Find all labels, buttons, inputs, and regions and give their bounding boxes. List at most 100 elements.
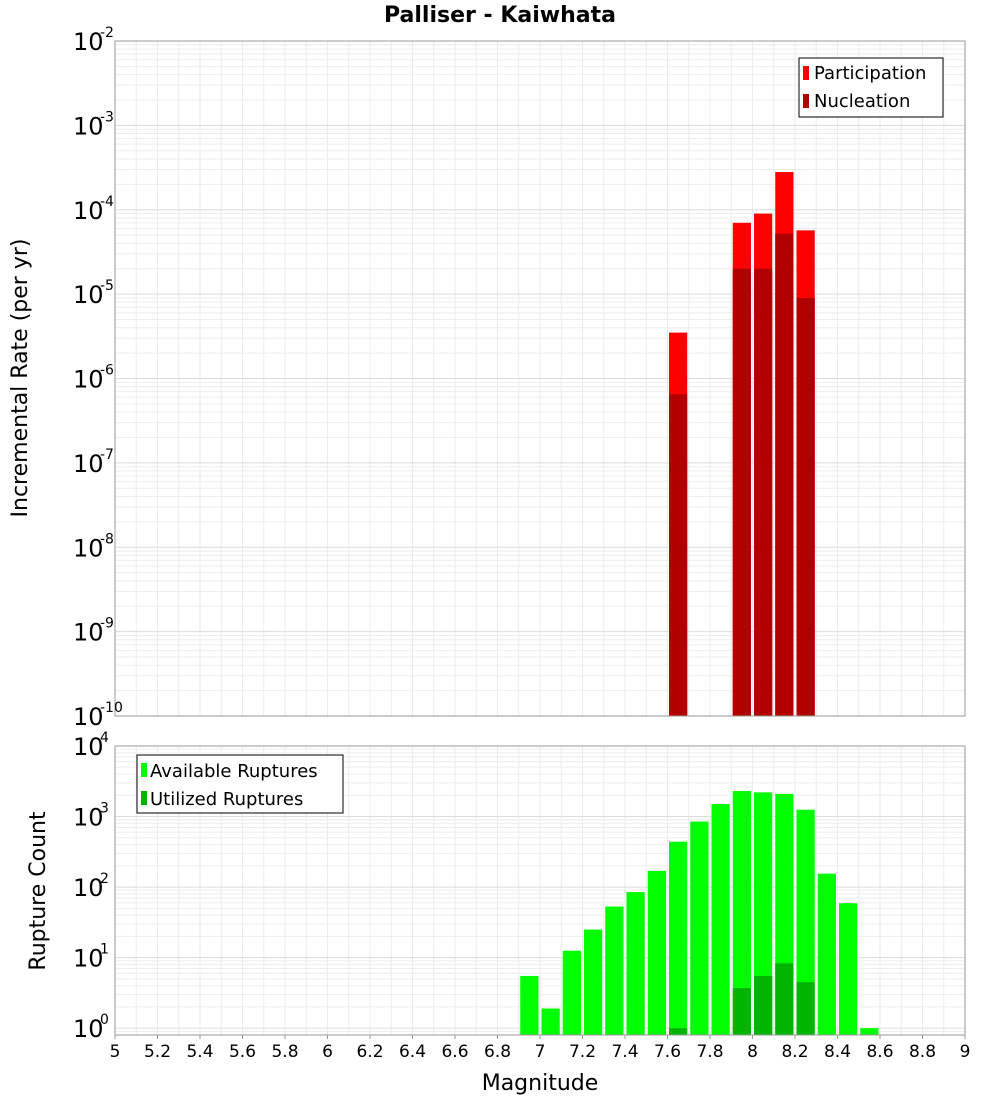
top-y-tick-label: 10	[73, 112, 104, 140]
top-panel: Palliser - Kaiwhata 10-1010-910-810-710-…	[8, 3, 966, 731]
x-tick-label: 7	[535, 1042, 546, 1062]
top-y-tick-label: 10	[73, 450, 104, 478]
bottom-bar-available-ruptures	[796, 809, 815, 1035]
utilized-legend-swatch	[141, 791, 147, 805]
x-tick-label: 5	[110, 1042, 121, 1062]
top-y-tick-label: 10	[73, 28, 104, 56]
x-tick-label: 5.4	[186, 1042, 213, 1062]
bottom-bar-utilized-ruptures	[732, 988, 751, 1035]
x-tick-label: 8.4	[824, 1042, 851, 1062]
top-y-tick-exponent: -10	[100, 700, 123, 716]
x-tick-label: 6	[322, 1042, 333, 1062]
top-bar-nucleation	[754, 268, 773, 716]
nucleation-legend-label: Nucleation	[814, 91, 910, 112]
x-tick-label: 5.8	[271, 1042, 298, 1062]
top-y-tick-exponent: -8	[100, 531, 114, 547]
x-tick-label: 6.4	[399, 1042, 426, 1062]
bottom-bar-available-ruptures	[669, 841, 688, 1035]
bottom-y-tick-label: 10	[73, 874, 104, 902]
participation-legend-swatch	[803, 66, 809, 80]
top-bars	[669, 172, 815, 717]
top-y-axis-label: Incremental Rate (per yr)	[8, 239, 33, 518]
top-legend-box	[798, 57, 944, 118]
top-y-tick-exponent: -2	[100, 25, 114, 41]
x-tick-label: 8.8	[909, 1042, 936, 1062]
top-bar-nucleation	[775, 233, 794, 716]
bottom-bar-available-ruptures	[711, 804, 730, 1035]
bottom-y-tick-exponent: 2	[100, 871, 109, 887]
x-tick-label: 6.6	[441, 1042, 468, 1062]
bottom-bar-available-ruptures	[605, 906, 624, 1035]
top-y-tick-exponent: -7	[100, 447, 114, 463]
bottom-bar-available-ruptures	[732, 791, 751, 1035]
top-plot-border	[114, 40, 966, 717]
bottom-bar-available-ruptures	[817, 873, 836, 1035]
x-ticks: 5 5.2 5.4 5.6 5.8 6 6.2 6.4 6.6 6.8 7 7.2 7.4 7.6 7.8 8…	[110, 1035, 971, 1062]
bottom-bar-utilized-ruptures	[669, 1028, 688, 1035]
bottom-bar-available-ruptures	[626, 892, 645, 1035]
x-tick-label: 6.2	[356, 1042, 383, 1062]
bottom-bar-utilized-ruptures	[775, 963, 794, 1035]
nucleation-legend-swatch	[803, 94, 809, 108]
bottom-bar-utilized-ruptures	[754, 975, 773, 1035]
bottom-legend-box	[136, 754, 344, 814]
bottom-bars	[520, 791, 879, 1035]
x-tick-label: 7.2	[569, 1042, 596, 1062]
top-y-tick-exponent: -3	[100, 109, 114, 125]
x-tick-label: 7.8	[696, 1042, 723, 1062]
bottom-y-tick-exponent: 1	[100, 942, 109, 958]
bottom-legend: Available Ruptures Utilized Ruptures	[136, 754, 344, 814]
x-tick-label: 8.6	[866, 1042, 893, 1062]
available-legend-label: Available Ruptures	[150, 761, 318, 782]
top-y-tick-label: 10	[73, 534, 104, 562]
bottom-bar-available-ruptures	[520, 975, 539, 1035]
top-bar-nucleation	[669, 394, 688, 716]
bottom-bar-available-ruptures	[562, 950, 581, 1035]
top-y-tick-exponent: -5	[100, 278, 114, 294]
bottom-y-tick-label: 10	[73, 1015, 104, 1043]
x-tick-label: 8.2	[781, 1042, 808, 1062]
top-y-tick-label: 10	[73, 619, 104, 647]
utilized-legend-label: Utilized Ruptures	[150, 789, 303, 810]
bottom-y-tick-label: 10	[73, 733, 104, 761]
top-y-tick-label: 10	[73, 281, 104, 309]
bottom-bar-available-ruptures	[647, 870, 666, 1035]
bottom-y-axis-label: Rupture Count	[26, 811, 51, 971]
available-legend-swatch	[141, 763, 147, 777]
bottom-bar-available-ruptures	[541, 1008, 560, 1035]
bottom-bar-available-ruptures	[690, 821, 709, 1035]
top-bar-nucleation	[732, 268, 751, 716]
top-y-tick-exponent: -9	[100, 616, 114, 632]
bottom-y-tick-exponent: 4	[100, 730, 109, 746]
bottom-bar-available-ruptures	[584, 929, 603, 1035]
bottom-y-tick-label: 10	[73, 945, 104, 973]
bottom-y-tick-label: 10	[73, 804, 104, 832]
bottom-bar-available-ruptures	[860, 1028, 879, 1035]
x-tick-label: 7.6	[654, 1042, 681, 1062]
top-y-tick-label: 10	[73, 197, 104, 225]
bottom-bar-available-ruptures	[839, 903, 858, 1035]
top-grid	[114, 41, 966, 717]
top-y-tick-exponent: -6	[100, 363, 114, 379]
top-y-tick-exponent: -4	[100, 194, 114, 210]
bottom-y-tick-exponent: 3	[100, 801, 109, 817]
top-legend: Participation Nucleation	[798, 57, 944, 118]
x-tick-label: 9	[960, 1042, 971, 1062]
top-y-tick-label: 10	[73, 366, 104, 394]
x-tick-label: 6.8	[484, 1042, 511, 1062]
bottom-y-tick-exponent: 0	[100, 1012, 109, 1028]
x-tick-label: 5.6	[229, 1042, 256, 1062]
bottom-bar-utilized-ruptures	[796, 982, 815, 1035]
top-bar-nucleation	[796, 297, 815, 716]
participation-legend-label: Participation	[814, 63, 926, 84]
bottom-bar-available-ruptures	[754, 792, 773, 1035]
x-tick-label: 5.2	[144, 1042, 171, 1062]
x-tick-label: 7.4	[611, 1042, 638, 1062]
x-axis-label: Magnitude	[482, 1071, 599, 1096]
top-y-tick-label: 10	[73, 703, 104, 731]
x-tick-label: 8	[747, 1042, 758, 1062]
